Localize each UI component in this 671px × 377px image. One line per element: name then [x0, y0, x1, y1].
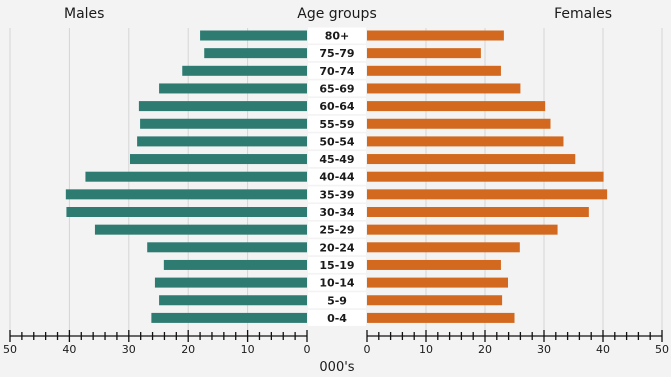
age-label-bg	[308, 133, 366, 150]
tick-label: 20	[478, 343, 492, 356]
tick-label: 10	[241, 343, 255, 356]
x-axis-title: 000's	[319, 360, 354, 375]
bar-females-55-59	[367, 118, 551, 129]
age-label-bg	[308, 98, 366, 115]
tick-label: 30	[122, 343, 136, 356]
age-label-bg	[308, 151, 366, 168]
age-label: 55-59	[319, 118, 354, 131]
bar-males-30-34	[66, 207, 308, 217]
age-label: 15-19	[319, 259, 354, 272]
bar-females-70-74	[367, 65, 501, 76]
bar-females-10-14	[367, 277, 509, 288]
bar-males-25-29	[94, 224, 307, 235]
bar-males-45-49	[129, 154, 307, 165]
bar-males-35-39	[65, 189, 307, 200]
bar-females-50-54	[367, 136, 564, 147]
age-label-bg	[308, 80, 366, 97]
bar-males-70-74	[182, 65, 307, 76]
age-label-bg	[308, 186, 366, 203]
tick-label: 10	[419, 343, 433, 356]
bar-females-30-34	[367, 207, 589, 217]
tick-label: 50	[655, 343, 669, 356]
age-label: 25-29	[319, 224, 354, 237]
header-females: Females	[554, 6, 612, 22]
age-label-bg	[308, 204, 366, 220]
header-males: Males	[64, 6, 104, 22]
age-label: 65-69	[319, 82, 354, 95]
age-label: 75-79	[319, 47, 354, 60]
age-label: 40-44	[319, 171, 355, 184]
bar-females-25-29	[367, 224, 558, 235]
bar-females-20-24	[367, 242, 520, 253]
bar-females-35-39	[367, 189, 608, 200]
tick-label: 40	[596, 343, 610, 356]
header-age-groups: Age groups	[297, 6, 376, 22]
bar-males-75-79	[204, 48, 307, 59]
age-label-bg	[308, 27, 366, 44]
bar-males-55-59	[140, 118, 307, 129]
tick-label: 20	[181, 343, 195, 356]
age-label: 0-4	[327, 312, 347, 325]
tick-label: 0	[304, 343, 311, 356]
tick-label: 40	[62, 343, 76, 356]
bar-females-80+	[367, 30, 504, 41]
age-label-bg	[308, 292, 366, 309]
age-label-bg	[308, 309, 366, 326]
bar-females-45-49	[367, 154, 576, 165]
bar-males-50-54	[137, 136, 307, 147]
age-label-bg	[308, 168, 366, 185]
bar-females-5-9	[367, 295, 503, 306]
age-label: 80+	[325, 30, 350, 43]
age-label-bg	[308, 256, 366, 273]
age-label: 50-54	[319, 135, 355, 148]
age-label: 70-74	[319, 65, 355, 78]
age-label: 60-64	[319, 100, 355, 113]
bar-males-15-19	[163, 259, 307, 270]
tick-label: 50	[3, 343, 17, 356]
age-label: 30-34	[319, 206, 355, 219]
tick-label: 30	[537, 343, 551, 356]
bar-males-5-9	[159, 295, 307, 306]
bars: 80+ 75-79 70-74 65-69 60-64 55-59 50-54 45-49 40…	[65, 27, 608, 326]
bar-females-40-44	[367, 171, 604, 182]
bar-males-20-24	[147, 242, 307, 253]
grid-lines	[9, 28, 663, 336]
age-label-bg	[308, 274, 366, 291]
age-label: 5-9	[327, 294, 347, 307]
age-label: 10-14	[319, 277, 355, 290]
tick-label: 0	[364, 343, 371, 356]
bar-males-80+	[200, 30, 307, 41]
age-label: 45-49	[319, 153, 354, 166]
age-label: 20-24	[319, 241, 355, 254]
bar-females-0-4	[367, 312, 515, 323]
bar-females-60-64	[367, 101, 546, 112]
bar-males-65-69	[159, 83, 307, 94]
bar-females-65-69	[367, 83, 521, 94]
age-label-bg	[308, 221, 366, 238]
age-label: 35-39	[319, 188, 354, 201]
bar-females-15-19	[367, 259, 501, 270]
age-label-bg	[308, 115, 366, 132]
bar-males-40-44	[85, 171, 307, 182]
age-label-bg	[308, 62, 366, 79]
bar-males-10-14	[154, 277, 307, 288]
age-label-bg	[308, 239, 366, 256]
bar-males-0-4	[151, 312, 307, 323]
bar-males-60-64	[138, 101, 307, 112]
x-axis: 50 40 30 20 10 0 0 10 20 30 40 50	[3, 330, 669, 356]
age-label-bg	[308, 45, 366, 62]
bar-females-75-79	[367, 48, 481, 59]
